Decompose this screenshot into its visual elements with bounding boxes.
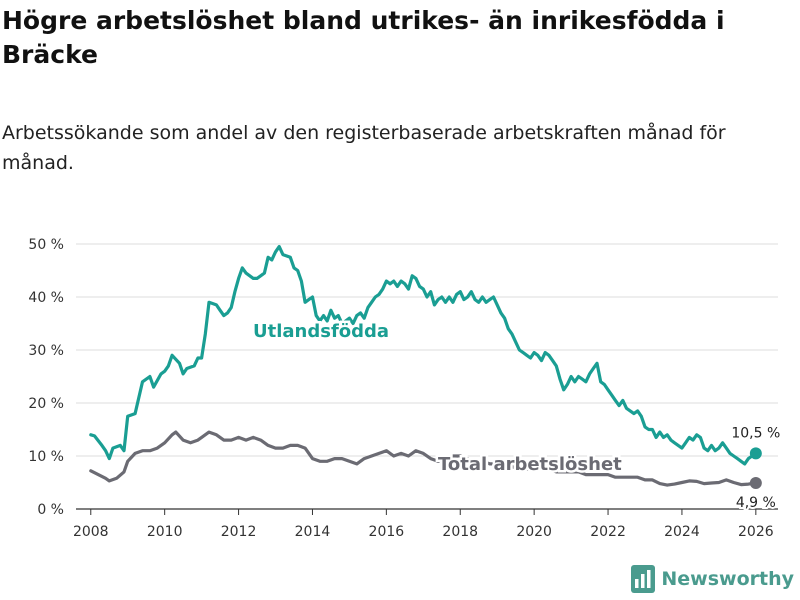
x-axis: 2008 2010 2012 2014 2016 2018 2020 2022 2024 2026 xyxy=(73,508,778,540)
end-dot-utlandsfodda xyxy=(749,447,762,460)
x-tick-label: 2014 xyxy=(295,524,331,540)
y-tick-label: 10 % xyxy=(28,449,64,465)
series-label-utlandsfodda: Utlandsfödda xyxy=(253,321,389,342)
series-label-total-arbetsloshet: Total arbetslöshet xyxy=(438,454,622,475)
x-tick-label: 2026 xyxy=(738,524,774,540)
x-tick-label: 2024 xyxy=(664,524,700,540)
bar-chart-icon xyxy=(631,565,656,593)
y-tick-label: 20 % xyxy=(28,396,64,412)
brand-name: Newsworthy xyxy=(661,568,794,590)
chart-subtitle: Arbetssökande som andel av den registerb… xyxy=(2,122,726,174)
x-tick-label: 2010 xyxy=(147,524,183,540)
y-tick-label: 0 % xyxy=(37,502,64,518)
end-markers: 10,5 % 4,9 % xyxy=(729,423,782,513)
gridlines xyxy=(76,243,778,457)
end-value-label-utlandsfodda: 10,5 % xyxy=(731,425,780,441)
x-tick-label: 2020 xyxy=(516,524,552,540)
series-line-total-arbetsloshet xyxy=(89,430,758,487)
x-tick-label: 2008 xyxy=(73,524,109,540)
series-labels: Utlandsfödda Total arbetslöshet xyxy=(251,319,625,478)
x-tick-label: 2012 xyxy=(221,524,257,540)
y-tick-label: 30 % xyxy=(28,343,64,359)
y-axis-tick-labels: 0 % 10 % 20 % 30 % 40 % 50 % xyxy=(28,237,64,518)
x-tick-label: 2018 xyxy=(442,524,478,540)
series-lines xyxy=(89,245,758,487)
chart-title: Högre arbetslöshet bland utrikes- än inr… xyxy=(2,6,725,69)
x-tick-label: 2022 xyxy=(590,524,626,540)
y-tick-label: 40 % xyxy=(28,290,64,306)
end-dot-total xyxy=(749,477,762,490)
series-line-utlandsfodda xyxy=(89,245,758,466)
x-tick-label: 2016 xyxy=(369,524,405,540)
end-value-label-total: 4,9 % xyxy=(736,495,776,511)
newsworthy-logo: Newsworthy xyxy=(631,564,794,594)
y-tick-label: 50 % xyxy=(28,237,64,253)
